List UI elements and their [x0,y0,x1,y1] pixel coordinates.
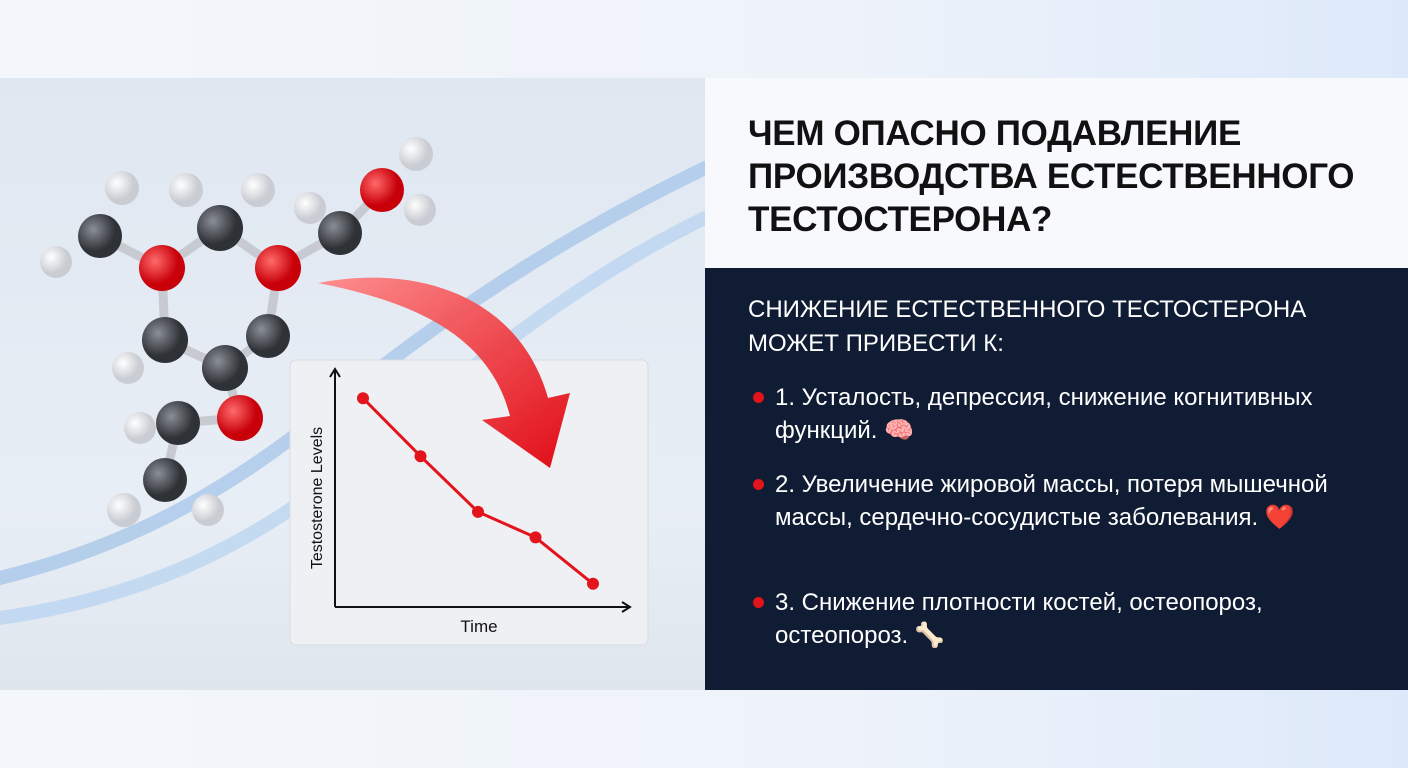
title: ЧЕМ ОПАСНО ПОДАВЛЕНИЕ ПРОИЗВОДСТВА ЕСТЕС… [748,114,1355,239]
content-panel: СНИЖЕНИЕ ЕСТЕСТВЕННОГО ТЕСТОСТЕРОНА МОЖЕ… [705,268,1408,690]
bullet [753,479,764,490]
illustration: Time Testosterone Levels [0,78,705,690]
molecule [40,137,436,527]
x-axis [335,601,632,613]
list-item: 1. Усталость, депрессия, снижение когнит… [753,381,1335,447]
list-item: 3. Снижение плотности костей, остеопороз… [753,586,1335,652]
data-point [472,505,484,518]
item-text: 3. Снижение плотности костей, остеопороз… [775,589,1263,649]
list-item: 2. Увеличение жировой массы, потеря мыше… [753,468,1335,534]
data-point [529,531,542,544]
y-axis-label: Testosterone Levels [309,427,326,569]
bullet [753,597,764,608]
data-point [357,392,369,405]
illustration-art: Time Testosterone Levels [0,137,705,646]
x-axis-label: Time [460,617,497,636]
title-panel: ЧЕМ ОПАСНО ПОДАВЛЕНИЕ ПРОИЗВОДСТВА ЕСТЕС… [705,78,1408,268]
data-point [587,577,599,590]
down-arrow [318,277,570,468]
intro: СНИЖЕНИЕ ЕСТЕСТВЕННОГО ТЕСТОСТЕРОНА МОЖЕ… [748,296,1307,357]
bullet [753,392,764,403]
data-point [414,450,427,463]
line-chart: Time Testosterone Levels [309,367,632,636]
y-axis [329,367,341,607]
item-text: 1. Усталость, депрессия, снижение когнит… [775,384,1313,444]
item-text: 2. Увеличение жировой массы, потеря мыше… [775,471,1328,531]
